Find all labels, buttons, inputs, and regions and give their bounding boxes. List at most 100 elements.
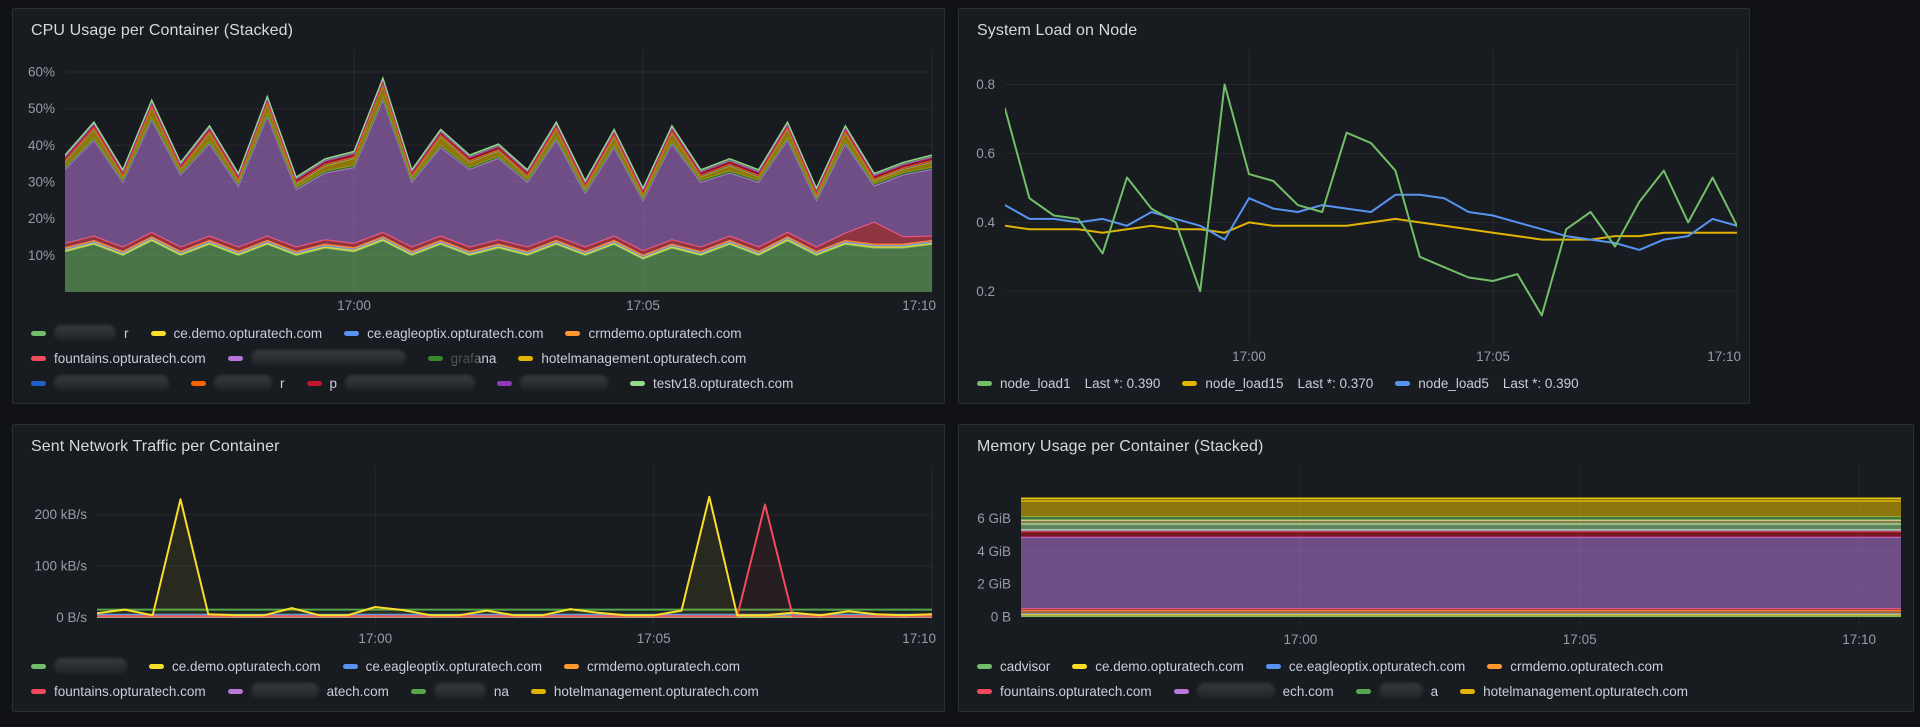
legend-item[interactable]: grafana — [427, 351, 496, 366]
legend-label: a — [1430, 683, 1439, 699]
panel-title-system-load[interactable]: System Load on Node — [977, 22, 1138, 39]
redacted-label — [250, 350, 406, 366]
legend-item[interactable]: ce.eagleoptix.opturatech.com — [344, 326, 543, 341]
legend-item[interactable]: ce.demo.opturatech.com — [1072, 659, 1244, 674]
legend-series-swatch — [306, 380, 322, 386]
svg-text:20%: 20% — [28, 211, 55, 226]
legend-label: testv18.opturatech.com — [653, 375, 794, 391]
redacted-label — [345, 375, 476, 391]
legend-item[interactable]: hotelmanagement.opturatech.com — [518, 351, 746, 366]
legend-label: na — [493, 683, 509, 699]
panel-title-network-traffic[interactable]: Sent Network Traffic per Container — [31, 438, 280, 455]
legend-series-swatch — [191, 380, 206, 386]
legend-series-swatch — [1355, 688, 1371, 694]
redacted-label — [54, 325, 116, 341]
legend-item[interactable] — [227, 350, 406, 366]
legend-label: atech.com — [326, 683, 389, 699]
cpu-usage-chart[interactable]: 10% 20% 30% 40% 50% 60% 17:00 17:05 17:10 — [19, 44, 938, 316]
legend-item[interactable]: p — [306, 375, 476, 391]
legend-series-swatch — [427, 355, 443, 361]
legend-item[interactable]: r — [31, 325, 129, 341]
redacted-label — [1378, 683, 1423, 699]
legend-item[interactable]: node_load5 Last *: 0.390 — [1395, 376, 1579, 391]
svg-text:17:05: 17:05 — [626, 298, 660, 313]
svg-text:17:10: 17:10 — [1707, 349, 1741, 364]
legend-series-swatch — [977, 664, 992, 669]
legend-label: r — [124, 325, 129, 341]
legend-item[interactable]: ce.eagleoptix.opturatech.com — [342, 658, 542, 674]
chart-canvas[interactable]: 10% 20% 30% 40% 50% 60% 17:00 17:05 17:10 — [19, 44, 938, 316]
cpu-usage-legend: r ce.demo.opturatech.com ce.eagleoptix.opt… — [13, 316, 944, 403]
legend-series-swatch — [1487, 664, 1503, 669]
legend-item[interactable]: fountains.opturatech.com — [31, 351, 206, 366]
legend-item[interactable]: ce.eagleoptix.opturatech.com — [1265, 659, 1466, 674]
legend-item[interactable]: node_load15 Last *: 0.370 — [1182, 376, 1373, 391]
legend-item[interactable]: fountains.opturatech.com — [977, 684, 1152, 699]
legend-item[interactable]: ech.com — [1173, 683, 1334, 699]
legend-row: fountains.opturatech.com atech.com na hotel… — [31, 683, 926, 699]
svg-text:50%: 50% — [28, 101, 55, 116]
panel-network-traffic: Sent Network Traffic per Container 0 B/s… — [12, 424, 945, 712]
svg-text:17:00: 17:00 — [337, 298, 371, 313]
panel-title-cpu-usage[interactable]: CPU Usage per Container (Stacked) — [31, 22, 294, 39]
legend-item[interactable]: cadvisor — [977, 659, 1050, 674]
legend-item[interactable]: hotelmanagement.opturatech.com — [1460, 684, 1688, 699]
legend-item[interactable]: testv18.opturatech.com — [630, 376, 793, 391]
legend-item[interactable]: node_load1 Last *: 0.390 — [977, 376, 1160, 391]
legend-item[interactable]: fountains.opturatech.com — [31, 684, 206, 699]
legend-series-swatch — [227, 688, 243, 694]
legend-item[interactable]: r — [191, 375, 285, 391]
memory-usage-legend: cadvisor ce.demo.opturatech.com ce.eagleop… — [959, 650, 1913, 711]
legend-label: crmdemo.opturatech.com — [586, 658, 741, 674]
svg-text:6 GiB: 6 GiB — [977, 511, 1011, 526]
legend-label: ce.demo.opturatech.com — [1095, 659, 1244, 674]
legend-item[interactable] — [497, 375, 609, 391]
legend-row: fountains.opturatech.com grafana hotelmana… — [31, 350, 926, 366]
legend-item[interactable]: crmdemo.opturatech.com — [563, 658, 741, 674]
chart-canvas[interactable]: 0.2 0.4 0.6 0.8 17:00 17:05 17:10 — [965, 44, 1743, 367]
svg-text:17:00: 17:00 — [1284, 632, 1318, 647]
legend-series-swatch — [31, 355, 46, 361]
network-traffic-chart[interactable]: 0 B/s 100 kB/s 200 kB/s 17:00 17:05 17:10 — [19, 460, 938, 649]
legend-item[interactable]: crmdemo.opturatech.com — [565, 326, 742, 341]
memory-usage-chart[interactable]: 0 B 2 GiB 4 GiB 6 GiB 17:00 17:05 17:10 — [965, 460, 1907, 650]
svg-text:4 GiB: 4 GiB — [977, 544, 1011, 559]
chart-canvas[interactable]: 0 B/s 100 kB/s 200 kB/s 17:00 17:05 17:10 — [19, 460, 938, 649]
system-load-chart[interactable]: 0.2 0.4 0.6 0.8 17:00 17:05 17:10 — [965, 44, 1743, 367]
legend-item[interactable]: a — [1355, 683, 1439, 699]
legend-series-swatch — [1395, 381, 1411, 386]
legend-label: r — [280, 375, 285, 391]
legend-item[interactable]: crmdemo.opturatech.com — [1487, 659, 1663, 674]
legend-item[interactable]: atech.com — [227, 683, 389, 699]
svg-text:30%: 30% — [28, 175, 55, 190]
legend-item[interactable]: hotelmanagement.opturatech.com — [530, 684, 759, 699]
legend-value: Last *: 0.390 — [1084, 376, 1161, 391]
redacted-label — [214, 375, 272, 391]
legend-series-swatch — [565, 330, 581, 336]
legend-label: node_load1 — [1000, 376, 1071, 391]
svg-text:17:00: 17:00 — [358, 631, 392, 646]
legend-label: fountains.opturatech.com — [54, 350, 206, 366]
svg-text:2 GiB: 2 GiB — [977, 577, 1011, 592]
legend-item[interactable]: na — [410, 683, 509, 699]
legend-item[interactable] — [31, 375, 169, 391]
legend-label: ce.eagleoptix.opturatech.com — [365, 658, 542, 674]
legend-series-swatch — [1182, 381, 1198, 386]
legend-label: p — [329, 375, 338, 391]
legend-value: Last *: 0.370 — [1297, 376, 1374, 391]
legend-label: cadvisor — [1000, 659, 1051, 674]
svg-text:0 B: 0 B — [991, 610, 1011, 625]
legend-series-swatch — [1173, 688, 1189, 694]
svg-text:0 B/s: 0 B/s — [56, 610, 87, 625]
legend-label: ce.eagleoptix.opturatech.com — [1288, 659, 1466, 674]
legend-item[interactable]: ce.demo.opturatech.com — [149, 659, 321, 674]
legend-item[interactable] — [31, 658, 127, 674]
panel-title-memory-usage[interactable]: Memory Usage per Container (Stacked) — [977, 438, 1264, 455]
legend-series-swatch — [563, 663, 579, 669]
chart-canvas[interactable]: 0 B 2 GiB 4 GiB 6 GiB 17:00 17:05 17:10 — [965, 460, 1907, 650]
svg-text:0.6: 0.6 — [976, 146, 995, 161]
legend-label: ce.demo.opturatech.com — [173, 325, 323, 341]
legend-series-swatch — [342, 663, 358, 669]
legend-item[interactable]: ce.demo.opturatech.com — [150, 325, 323, 341]
